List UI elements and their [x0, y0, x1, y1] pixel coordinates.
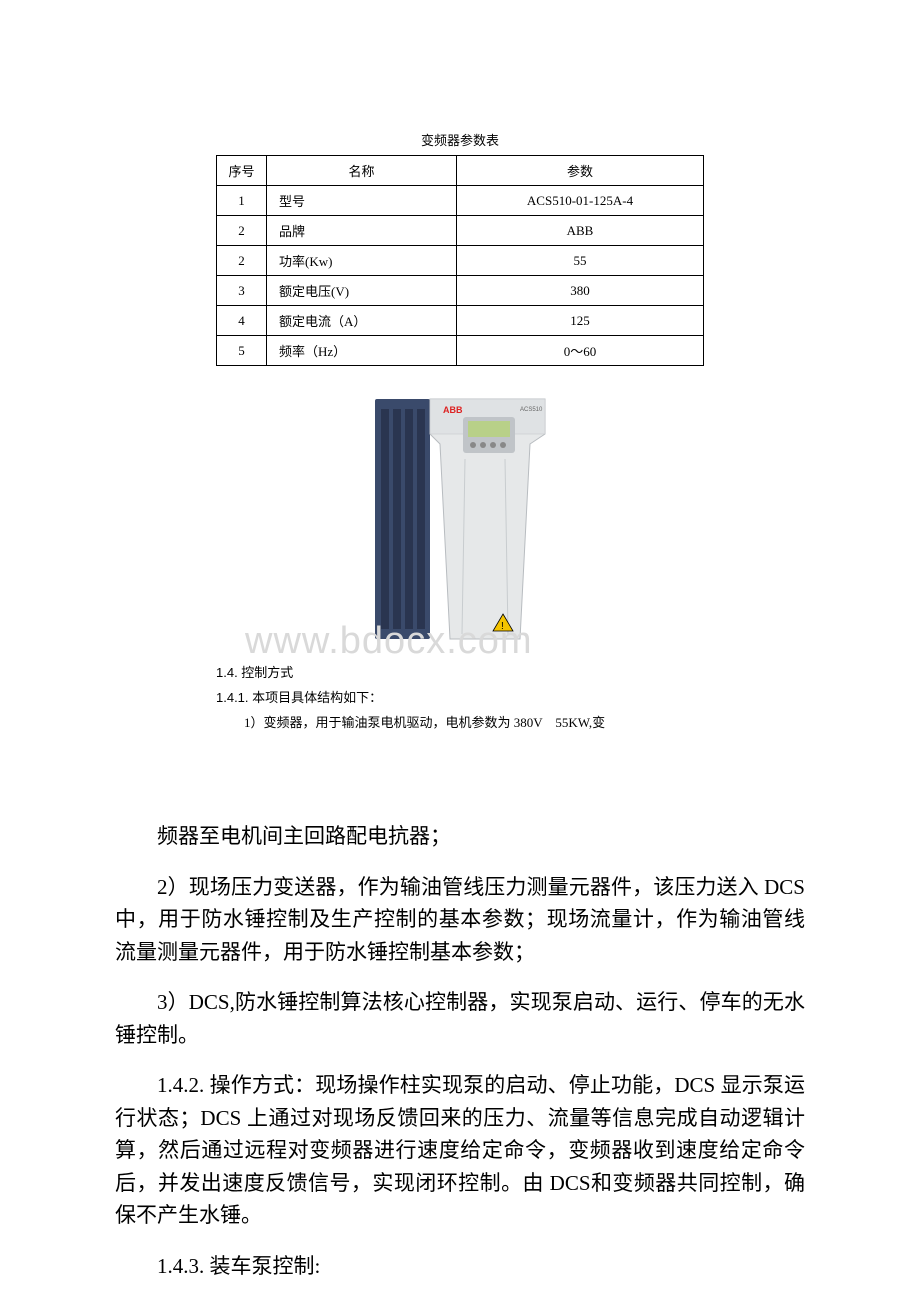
header-param: 参数	[457, 156, 704, 186]
header-seq: 序号	[217, 156, 267, 186]
cell-name: 功率(Kw)	[267, 246, 457, 276]
cell-name: 额定电流（A）	[267, 306, 457, 336]
table-header-row: 序号 名称 参数	[217, 156, 704, 186]
cell-param: 0～60	[457, 336, 704, 366]
cell-seq: 2	[217, 246, 267, 276]
heading-1-4: 1.4. 控制方式	[216, 662, 704, 681]
cell-name: 额定电压(V)	[267, 276, 457, 306]
device-brand: ABB	[443, 405, 463, 415]
cell-name: 品牌	[267, 216, 457, 246]
cell-seq: 1	[217, 186, 267, 216]
cell-param: ACS510-01-125A-4	[457, 186, 704, 216]
cell-seq: 4	[217, 306, 267, 336]
table-row: 1 型号 ACS510-01-125A-4	[217, 186, 704, 216]
cell-name: 型号	[267, 186, 457, 216]
section-1-4: 1.4. 控制方式 1.4.1. 本项目具体结构如下： 1）变频器，用于输油泵电…	[216, 662, 704, 731]
para-3: 3）DCS,防水锤控制算法核心控制器，实现泵启动、运行、停车的无水锤控制。	[115, 986, 805, 1051]
para-4: 1.4.2. 操作方式：现场操作柱实现泵的启动、停止功能，DCS 显示泵运行状态…	[115, 1069, 805, 1232]
table-row: 3 额定电压(V) 380	[217, 276, 704, 306]
table-row: 5 频率（Hz） 0～60	[217, 336, 704, 366]
cell-seq: 2	[217, 216, 267, 246]
table-title: 变频器参数表	[216, 130, 704, 149]
cell-param: ABB	[457, 216, 704, 246]
device-model: ACS510	[520, 407, 543, 413]
param-table: 序号 名称 参数 1 型号 ACS510-01-125A-4 2 品牌 ABB …	[216, 155, 704, 366]
watermark: www.bdocx.com	[245, 620, 533, 663]
para-2: 2）现场压力变送器，作为输油管线压力测量元器件，该压力送入 DCS 中，用于防水…	[115, 871, 805, 969]
table-row: 2 品牌 ABB	[217, 216, 704, 246]
table-row: 4 额定电流（A） 125	[217, 306, 704, 336]
heading-1-4-1: 1.4.1. 本项目具体结构如下：	[216, 687, 704, 706]
cell-seq: 5	[217, 336, 267, 366]
item-1: 1）变频器，用于输油泵电机驱动，电机参数为 380V 55KW,变	[216, 712, 704, 731]
cell-param: 125	[457, 306, 704, 336]
para-continuation: 频器至电机间主回路配电抗器；	[115, 820, 805, 853]
cell-name: 频率（Hz）	[267, 336, 457, 366]
cell-param: 55	[457, 246, 704, 276]
header-name: 名称	[267, 156, 457, 186]
lower-section: 频器至电机间主回路配电抗器； 2）现场压力变送器，作为输油管线压力测量元器件，该…	[115, 820, 805, 1301]
para-5: 1.4.3. 装车泵控制:	[115, 1250, 805, 1283]
cell-seq: 3	[217, 276, 267, 306]
vfd-device-icon: ABB ACS510 !	[355, 389, 565, 649]
device-image: ABB ACS510 !	[216, 384, 704, 654]
table-row: 2 功率(Kw) 55	[217, 246, 704, 276]
cell-param: 380	[457, 276, 704, 306]
